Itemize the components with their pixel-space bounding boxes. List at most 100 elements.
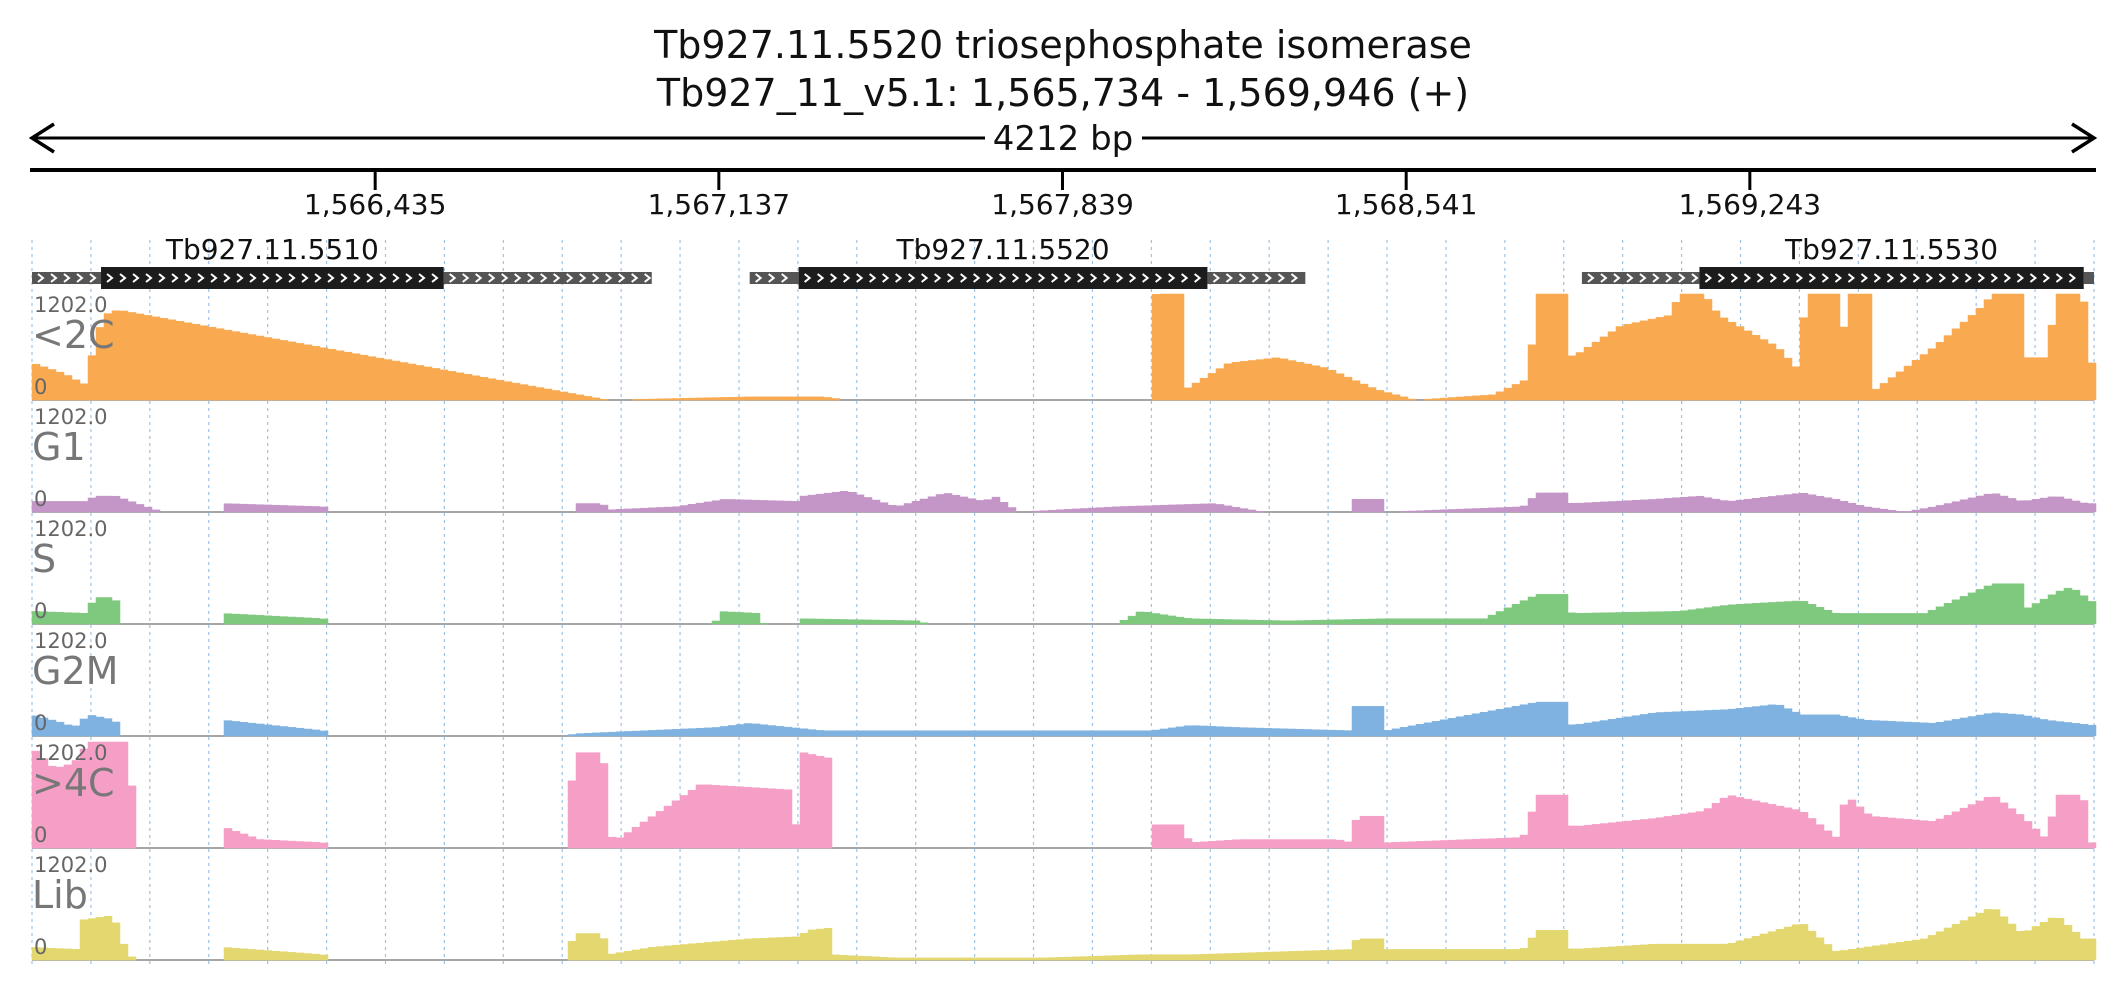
- coverage-bar: [1135, 505, 1145, 513]
- strand-chevron-icon: [462, 273, 470, 283]
- coverage-bar: [151, 509, 161, 513]
- coverage-bar: [1479, 838, 1489, 849]
- coverage-bar: [1791, 809, 1801, 849]
- coverage-bar: [983, 730, 993, 737]
- coverage-bar: [1191, 842, 1201, 849]
- coverage-bar: [295, 617, 305, 625]
- strand-chevron-icon: [301, 273, 309, 283]
- coverage-bar: [1743, 707, 1753, 737]
- coverage-bar: [1799, 601, 1809, 625]
- coverage-bar: [591, 503, 601, 513]
- coverage-bar: [631, 826, 641, 849]
- strand-chevron-icon: [947, 273, 955, 283]
- coverage-bar: [711, 785, 721, 849]
- coverage-bar: [1639, 499, 1649, 513]
- coverage-bar: [1911, 939, 1921, 961]
- coverage-bar: [687, 943, 697, 961]
- coverage-bar: [111, 495, 121, 513]
- coverage-bar: [1799, 492, 1809, 513]
- coverage-bar: [1967, 804, 1977, 849]
- coverage-bar: [1759, 339, 1769, 401]
- coverage-bar: [2023, 715, 2033, 737]
- coverage-bar: [1887, 509, 1897, 513]
- coverage-bar: [119, 741, 129, 849]
- coverage-bar: [1743, 798, 1753, 849]
- coverage-bar: [95, 716, 105, 737]
- coverage-bar: [271, 840, 281, 849]
- coverage-bar: [671, 506, 681, 513]
- strand-chevron-icon: [1251, 273, 1260, 283]
- track-zero-label: 0: [34, 823, 47, 847]
- coverage-bar: [79, 612, 89, 625]
- coverage-bar: [1599, 336, 1609, 401]
- coverage-bar: [775, 500, 785, 513]
- coverage-bar: [2039, 598, 2049, 625]
- coverage-bar: [1095, 955, 1105, 961]
- coverage-bar: [1711, 310, 1721, 401]
- coverage-bar: [1767, 343, 1777, 401]
- coverage-bar: [1935, 931, 1945, 961]
- coverage-bar: [247, 949, 257, 961]
- coverage-bar: [1439, 509, 1449, 513]
- coverage-bar: [1807, 494, 1817, 513]
- coverage-bar: [2039, 357, 2049, 401]
- coverage-bar: [1191, 725, 1201, 737]
- coverage-bar: [1791, 600, 1801, 625]
- coverage-bar: [1247, 952, 1257, 961]
- coverage-bar: [271, 725, 281, 737]
- coverage-bar: [1695, 293, 1705, 401]
- coverage-bar: [751, 723, 761, 737]
- coverage-bar: [319, 954, 329, 961]
- coverage-bar: [1791, 493, 1801, 513]
- coverage-bar: [871, 619, 881, 625]
- coverage-bar: [599, 938, 609, 961]
- coverage-bar: [1391, 618, 1401, 625]
- strand-chevron-icon: [1129, 273, 1137, 283]
- coverage-bar: [63, 501, 73, 513]
- coverage-bar: [63, 375, 73, 401]
- strand-chevron-icon: [1277, 273, 1286, 283]
- coverage-bar: [575, 933, 585, 961]
- coverage-bar: [1527, 937, 1537, 961]
- coverage-bar: [655, 398, 665, 401]
- coverage-bar: [895, 957, 905, 961]
- coverage-bar: [1903, 721, 1913, 737]
- coverage-bar: [1895, 371, 1905, 401]
- coverage-bar: [1375, 499, 1385, 513]
- coverage-bar: [1671, 943, 1681, 961]
- coverage-bar: [1191, 382, 1201, 401]
- coverage-bar: [1487, 949, 1497, 961]
- coverage-bar: [1911, 722, 1921, 737]
- coverage-bar: [1439, 618, 1449, 625]
- track-3: 1202.0 0 G2M: [31, 629, 2097, 737]
- coverage-bar: [959, 730, 969, 737]
- strand-chevron-icon: [973, 273, 981, 283]
- coverage-bar: [1863, 506, 1873, 513]
- coverage-bar: [2015, 500, 2025, 513]
- coverage-bar: [111, 922, 121, 961]
- coverage-bar: [263, 950, 273, 961]
- coverage-bar: [1639, 611, 1649, 625]
- coverage-bar: [1055, 730, 1065, 737]
- coverage-bar: [1607, 612, 1617, 625]
- coverage-bar: [575, 752, 585, 849]
- coverage-bar: [279, 726, 289, 737]
- coverage-bar: [1583, 347, 1593, 401]
- coverage-bar: [1295, 728, 1305, 737]
- coverage-bar: [1247, 509, 1257, 513]
- coverage-bar: [1863, 613, 1873, 625]
- gene-cds: [1699, 267, 2084, 289]
- gene-utr3: [1207, 272, 1306, 284]
- coverage-bar: [751, 938, 761, 961]
- coverage-bar: [927, 730, 937, 737]
- coverage-bar: [1311, 950, 1321, 961]
- coverage-bar: [1703, 497, 1713, 513]
- coverage-bar: [1015, 730, 1025, 737]
- strand-chevron-icon: [2068, 273, 2077, 283]
- coverage-bar: [1711, 498, 1721, 513]
- strand-chevron-icon: [327, 273, 335, 283]
- coverage-bar: [871, 730, 881, 737]
- coverage-bar: [1543, 930, 1553, 961]
- coverage-bar: [55, 721, 65, 737]
- coverage-bar: [1687, 710, 1697, 737]
